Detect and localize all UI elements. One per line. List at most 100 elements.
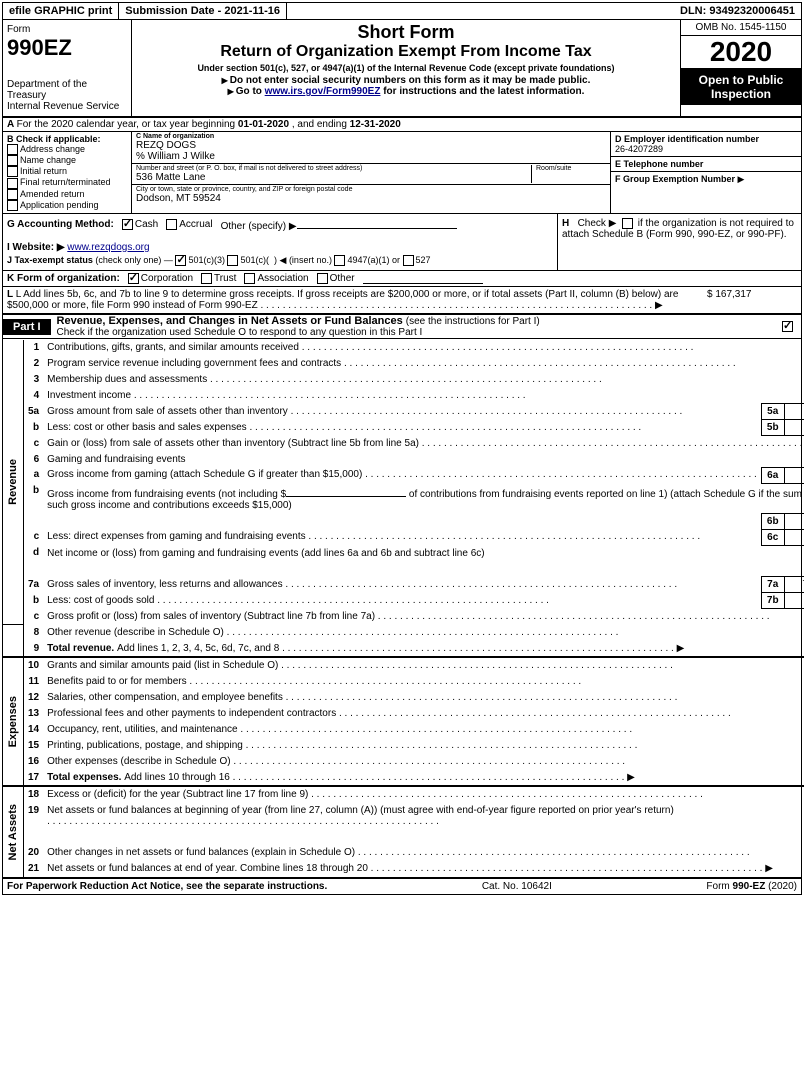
line-6a-mval [784,467,804,483]
l-text-wrap: L L Add lines 5b, 6c, and 7b to line 9 t… [7,289,707,311]
efile-label: efile GRAPHIC print [3,3,118,19]
cb-corporation[interactable]: Corporation [128,273,193,284]
k-label: K Form of organization: [7,273,120,284]
line-2-desc: Program service revenue including govern… [47,358,341,369]
ein-value: 26-4207289 [615,144,797,154]
line-14-desc: Occupancy, rent, utilities, and maintena… [47,724,237,735]
line-15-desc: Printing, publications, postage, and shi… [47,740,243,751]
cb-accrual[interactable]: Accrual [166,219,212,230]
cb-cash[interactable]: Cash [122,219,158,230]
sidebar-expenses: Expenses [3,657,24,786]
cb-final-return[interactable]: Final return/terminated [7,177,127,188]
sidebar-netassets: Net Assets [3,786,24,877]
k-row: K Form of organization: Corporation Trus… [3,271,801,287]
line-8-desc: Other revenue (describe in Schedule O) [47,627,224,638]
c-name-label: C Name of organization [136,133,606,140]
header-mid: Short Form Return of Organization Exempt… [132,20,680,116]
cb-association[interactable]: Association [244,273,308,284]
j-insert: ◀ (insert no.) [280,255,332,265]
footer-mid: Cat. No. 10642I [327,881,706,892]
g-label: G Accounting Method: [7,219,114,230]
omb-number: OMB No. 1545-1150 [681,20,801,36]
line-16-desc: Other expenses (describe in Schedule O) [47,756,230,767]
org-name: REZQ DOGS [136,140,606,151]
cb-name-change[interactable]: Name change [7,155,127,166]
cb-501c3[interactable]: 501(c)(3) [175,255,225,265]
h-text: Check ▶ [578,218,617,229]
l-value: $ 167,317 [707,289,797,311]
cb-application-pending[interactable]: Application pending [7,200,127,211]
line-7a-desc: Gross sales of inventory, less returns a… [47,579,282,590]
d-label: D Employer identification number [615,134,797,144]
care-of: % William J Wilke [136,151,606,162]
cb-amended-return[interactable]: Amended return [7,189,127,200]
l-row: L L Add lines 5b, 6c, and 7b to line 9 t… [3,287,801,313]
i-label: I Website: ▶ [7,242,65,253]
line-5b-mval [784,420,804,436]
line-7b-desc: Less: cost of goods sold [47,595,154,606]
form-990ez-page: efile GRAPHIC print Submission Date - 20… [2,2,802,895]
cb-initial-return[interactable]: Initial return [7,166,127,177]
f-group: F Group Exemption Number ▶ [611,172,801,187]
city-label: City or town, state or province, country… [136,186,606,193]
other-org-line [363,273,483,284]
g-block: G Accounting Method: Cash Accrual Other … [3,214,557,270]
submission-cell: Submission Date - 2021-11-16 [118,3,287,19]
cb-501c[interactable]: 501(c)( ) [227,255,277,265]
l-arrow: ▶ [655,300,663,311]
submission-date: 2021-11-16 [224,5,280,17]
submission-label: Submission Date - [125,5,224,17]
form-label: Form [7,24,127,35]
form-header: Form 990EZ Department of the Treasury In… [3,20,801,118]
j-paren: (check only one) — [95,255,173,265]
line-20-desc: Other changes in net assets or fund bala… [47,847,355,858]
part1-sub: Check if the organization used Schedule … [57,327,540,338]
c-name-cell: C Name of organization REZQ DOGS % Willi… [132,132,610,164]
irs-link[interactable]: www.irs.gov/Form990EZ [265,86,381,97]
dept-label: Department of the Treasury Internal Reve… [7,79,127,112]
cb-trust[interactable]: Trust [201,273,236,284]
cb-4947[interactable]: 4947(a)(1) or [334,255,400,265]
part1-check[interactable] [782,321,801,333]
website-link[interactable]: www.rezqdogs.org [67,242,149,253]
line-6c-mval [784,529,804,545]
line-11-desc: Benefits paid to or for members [47,676,187,687]
line-7b-mval: 0 [784,593,804,609]
line-12-desc: Salaries, other compensation, and employ… [47,692,283,703]
line-6d-desc: Net income or (loss) from gaming and fun… [47,548,484,559]
room-label: Room/suite [536,165,606,172]
part1-tag: Part I [3,319,51,335]
c-city-cell: City or town, state or province, country… [132,185,610,205]
footer-right: Form 990-EZ (2020) [706,881,797,892]
cb-address-change[interactable]: Address change [7,144,127,155]
part1-sub-text: Check if the organization used Schedule … [57,327,423,338]
g-other: Other (specify) ▶ [221,218,457,232]
cb-sched-b-not-required[interactable] [622,218,633,229]
open-inspection: Open to Public Inspection [681,69,801,105]
col-c: C Name of organization REZQ DOGS % Willi… [132,132,610,213]
cb-other-org[interactable]: Other [317,273,355,284]
part1-title: Revenue, Expenses, and Changes in Net As… [57,315,403,327]
line-5a-mval [784,404,804,420]
part1-bar: Part I Revenue, Expenses, and Changes in… [3,313,801,339]
f-label: F Group Exemption Number [615,174,735,184]
col-def: D Employer identification number 26-4207… [610,132,801,213]
line-3-desc: Membership dues and assessments [47,374,207,385]
line-7a-mval: 75 [784,577,804,593]
line-18-desc: Excess or (deficit) for the year (Subtra… [47,789,308,800]
c-street-cell: Number and street (or P. O. box, if mail… [132,164,610,185]
title-1: Short Form [138,22,674,43]
j-label: J Tax-exempt status [7,255,93,265]
i-website: I Website: ▶ www.rezqdogs.org [7,242,553,253]
part1-table: Revenue 1Contributions, gifts, grants, a… [3,339,804,877]
row-gh: G Accounting Method: Cash Accrual Other … [3,214,801,271]
note-2: Go to www.irs.gov/Form990EZ for instruct… [138,86,674,97]
note2-post: for instructions and the latest informat… [380,86,584,97]
line-21-desc: Net assets or fund balances at end of ye… [47,863,368,874]
cb-527[interactable]: 527 [403,255,431,265]
line-6b-mval [784,513,804,529]
line-13-desc: Professional fees and other payments to … [47,708,336,719]
line-7c-desc: Gross profit or (loss) from sales of inv… [47,611,375,622]
tax-year: 2020 [681,36,801,69]
sidebar-revenue: Revenue [3,340,24,625]
